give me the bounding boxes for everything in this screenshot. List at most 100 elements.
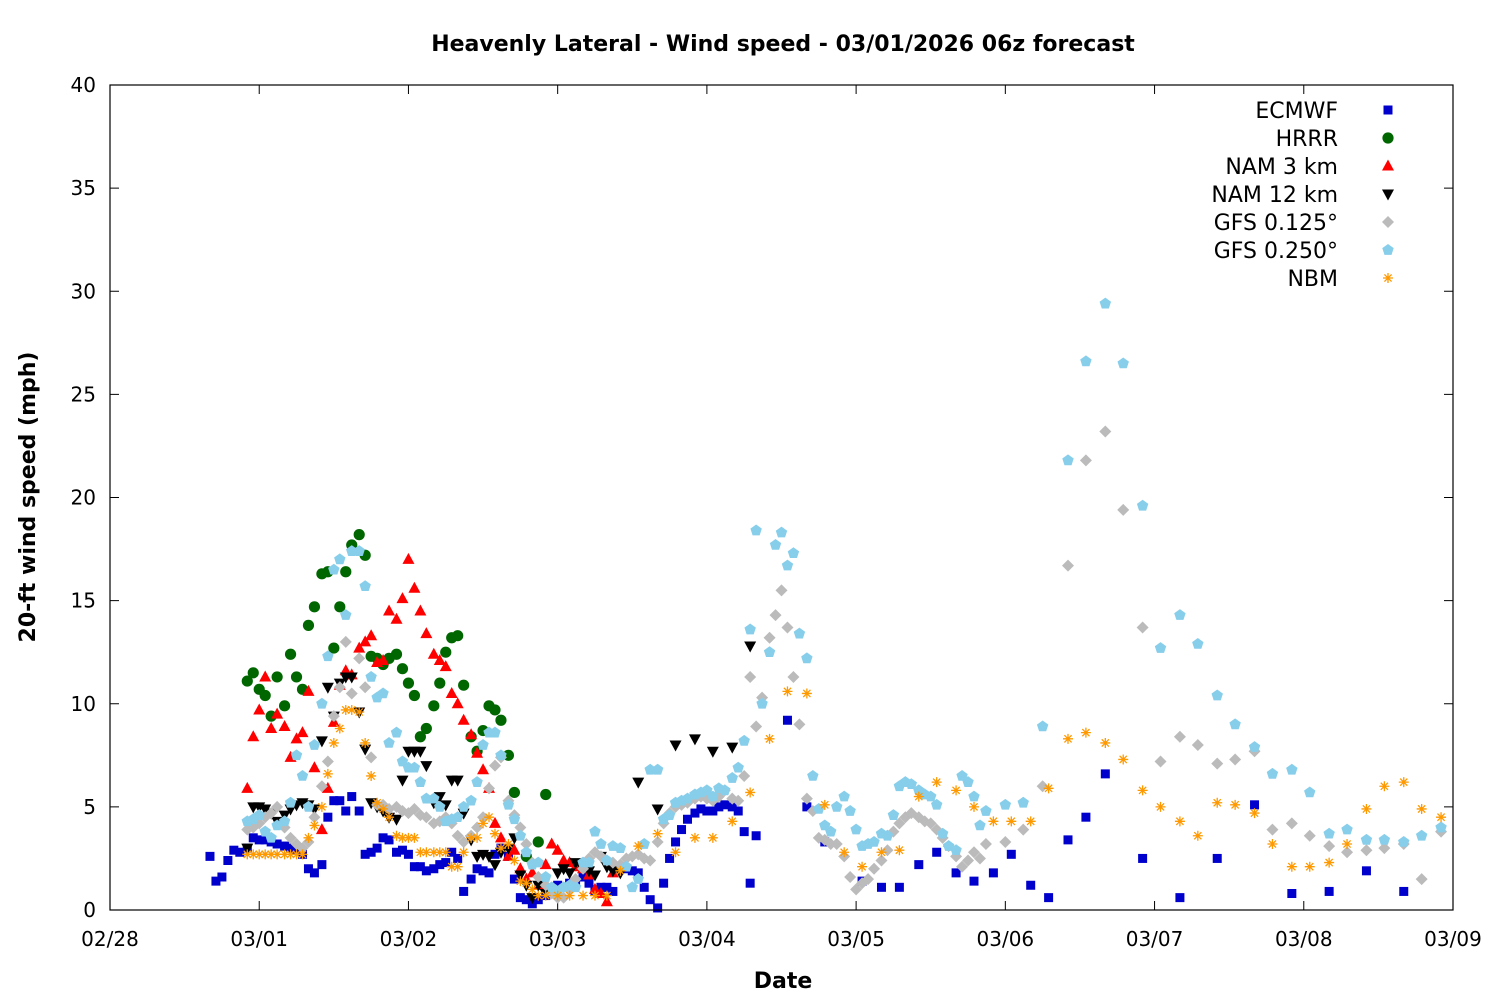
axis-ticks: 02/28 03/01 03/02 03/03 03/04 03/05 03/06 03/07… bbox=[71, 73, 1482, 951]
series-gfs-0-250 bbox=[241, 297, 1447, 897]
point-gfs-0-125 bbox=[830, 838, 843, 850]
point-gfs-0-250 bbox=[868, 835, 880, 847]
point-nbm bbox=[354, 707, 365, 717]
point-gfs-0-125 bbox=[738, 769, 751, 782]
point-gfs-0-250 bbox=[508, 813, 521, 825]
legend-label: NAM 3 km bbox=[1225, 155, 1338, 180]
x-tick-label: 02/28 bbox=[81, 927, 139, 951]
point-gfs-0-125 bbox=[1117, 503, 1130, 516]
point-gfs-0-250 bbox=[489, 726, 501, 738]
point-gfs-0-125 bbox=[333, 681, 346, 694]
point-ecmwf bbox=[708, 806, 718, 816]
point-ecmwf bbox=[472, 864, 482, 874]
point-gfs-0-250 bbox=[457, 800, 470, 812]
point-nbm bbox=[260, 849, 271, 860]
point-nbm bbox=[801, 688, 812, 699]
y-tick-label: 15 bbox=[71, 589, 96, 613]
point-gfs-0-250 bbox=[322, 650, 334, 662]
point-hrrr bbox=[540, 788, 552, 801]
point-gfs-0-250 bbox=[414, 776, 427, 787]
point-gfs-0-250 bbox=[428, 792, 440, 804]
point-gfs-0-125 bbox=[327, 710, 340, 723]
point-gfs-0-125 bbox=[1099, 425, 1112, 438]
point-nbm bbox=[1286, 861, 1297, 872]
point-ecmwf bbox=[1212, 853, 1222, 863]
point-gfs-0-250 bbox=[1304, 786, 1316, 798]
point-ecmwf bbox=[509, 874, 519, 884]
point-nbm bbox=[1006, 816, 1017, 827]
point-gfs-0-250 bbox=[1360, 833, 1373, 845]
point-gfs-0-250 bbox=[253, 809, 265, 820]
point-gfs-0-250 bbox=[477, 739, 489, 750]
point-gfs-0-250 bbox=[1378, 833, 1391, 845]
point-nam-12-km bbox=[726, 742, 739, 754]
point-nbm bbox=[403, 832, 414, 843]
x-tick-label: 03/07 bbox=[1126, 927, 1184, 951]
point-nam-3-km bbox=[247, 730, 260, 742]
point-nbm bbox=[1063, 733, 1074, 744]
point-ecmwf bbox=[347, 792, 357, 802]
point-gfs-0-250 bbox=[925, 790, 937, 802]
point-gfs-0-250 bbox=[950, 844, 962, 856]
point-ecmwf bbox=[627, 866, 637, 876]
point-gfs-0-250 bbox=[451, 811, 464, 823]
point-nbm bbox=[1192, 830, 1203, 841]
point-nam-3-km bbox=[396, 592, 409, 604]
point-nbm bbox=[1100, 737, 1111, 748]
point-ecmwf bbox=[211, 876, 221, 886]
point-gfs-0-250 bbox=[1117, 357, 1129, 369]
point-nam-12-km bbox=[451, 775, 464, 787]
point-gfs-0-125 bbox=[763, 631, 776, 644]
point-nbm bbox=[421, 847, 432, 858]
point-nam-12-km bbox=[365, 798, 378, 810]
point-nam-3-km bbox=[508, 843, 521, 855]
point-ecmwf bbox=[223, 856, 233, 865]
point-gfs-0-125 bbox=[1285, 817, 1298, 830]
point-ecmwf bbox=[1361, 866, 1371, 876]
legend-label: ECMWF bbox=[1255, 99, 1338, 124]
point-nbm bbox=[670, 847, 681, 858]
point-ecmwf bbox=[403, 849, 413, 859]
point-gfs-0-250 bbox=[801, 652, 813, 664]
point-nbm bbox=[1043, 783, 1054, 794]
point-nbm bbox=[894, 845, 905, 856]
point-gfs-0-250 bbox=[807, 769, 819, 781]
point-gfs-0-125 bbox=[284, 831, 297, 844]
point-hrrr bbox=[495, 714, 507, 726]
point-nbm bbox=[254, 849, 265, 860]
point-ecmwf bbox=[490, 849, 500, 859]
point-gfs-0-125 bbox=[956, 860, 969, 873]
point-gfs-0-125 bbox=[1323, 840, 1336, 853]
point-ecmwf bbox=[645, 895, 655, 905]
point-ecmwf bbox=[608, 886, 618, 896]
point-gfs-0-125 bbox=[315, 780, 328, 793]
point-gfs-0-125 bbox=[408, 802, 421, 815]
point-gfs-0-250 bbox=[595, 838, 607, 849]
point-nam-3-km bbox=[278, 719, 291, 731]
point-gfs-0-125 bbox=[651, 835, 664, 848]
point-ecmwf bbox=[714, 802, 724, 812]
point-ecmwf bbox=[453, 853, 463, 863]
point-gfs-0-250 bbox=[838, 790, 850, 802]
point-nbm bbox=[397, 832, 408, 843]
point-nbm bbox=[452, 861, 463, 872]
point-gfs-0-250 bbox=[644, 763, 656, 775]
point-nbm bbox=[527, 884, 538, 895]
point-gfs-0-250 bbox=[316, 697, 328, 709]
point-gfs-0-125 bbox=[868, 862, 881, 875]
point-gfs-0-250 bbox=[540, 871, 552, 882]
legend-marker bbox=[1382, 244, 1394, 255]
point-ecmwf bbox=[429, 864, 439, 874]
x-axis-label: Date bbox=[754, 969, 813, 994]
point-ecmwf bbox=[677, 825, 687, 835]
point-nam-3-km bbox=[457, 713, 470, 725]
point-nam-12-km bbox=[359, 744, 372, 756]
point-nam-12-km bbox=[557, 864, 570, 876]
point-nbm bbox=[652, 828, 663, 839]
point-nbm bbox=[1398, 777, 1409, 788]
point-gfs-0-250 bbox=[583, 856, 595, 868]
point-gfs-0-250 bbox=[434, 800, 446, 812]
point-nbm bbox=[1379, 781, 1390, 792]
point-ecmwf bbox=[1026, 880, 1036, 890]
point-ecmwf bbox=[317, 860, 327, 870]
